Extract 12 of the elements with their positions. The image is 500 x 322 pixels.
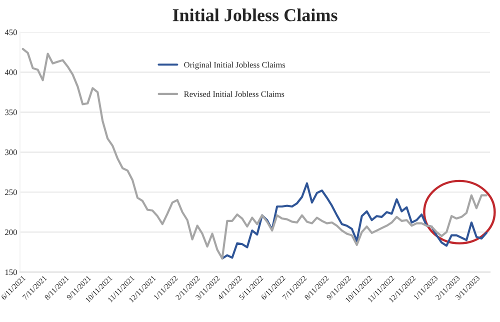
y-tick-label: 450 — [4, 30, 17, 36]
y-tick-label: 250 — [5, 189, 17, 196]
line-series — [22, 48, 488, 260]
y-tick-label: 300 — [5, 149, 17, 156]
y-tick-label: 200 — [5, 229, 17, 236]
legend-label: Revised Initial Jobless Claims — [184, 91, 284, 97]
line-series — [221, 182, 488, 260]
y-tick-label: 400 — [4, 70, 17, 76]
y-tick-label: 350 — [5, 110, 17, 116]
chart-title: Initial Jobless Claims — [172, 8, 338, 22]
y-tick-label: 150 — [5, 269, 17, 276]
legend-label: Original Initial Jobless Claims — [184, 62, 286, 70]
